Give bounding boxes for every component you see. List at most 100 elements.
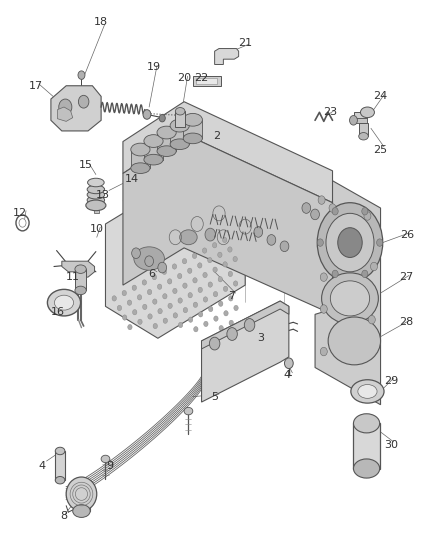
Ellipse shape: [360, 107, 374, 118]
Circle shape: [212, 243, 217, 248]
Circle shape: [371, 262, 378, 271]
Circle shape: [329, 204, 336, 212]
Text: 2: 2: [213, 131, 220, 141]
Circle shape: [188, 293, 192, 298]
Circle shape: [364, 212, 371, 220]
Ellipse shape: [321, 273, 378, 324]
Text: 17: 17: [28, 81, 42, 91]
Ellipse shape: [131, 143, 150, 156]
Circle shape: [193, 278, 197, 283]
Text: 23: 23: [323, 107, 337, 117]
Bar: [157, 133, 176, 151]
Circle shape: [152, 274, 156, 280]
Circle shape: [145, 256, 153, 266]
Circle shape: [219, 301, 223, 306]
Circle shape: [123, 315, 127, 320]
Ellipse shape: [326, 213, 374, 272]
Bar: [75, 269, 86, 290]
Polygon shape: [201, 301, 289, 349]
Ellipse shape: [358, 384, 377, 398]
Text: 14: 14: [125, 174, 139, 184]
Polygon shape: [123, 102, 332, 203]
Circle shape: [158, 262, 166, 273]
Text: 16: 16: [50, 306, 64, 317]
Circle shape: [218, 277, 223, 282]
Text: 21: 21: [238, 38, 252, 48]
Text: 4: 4: [39, 461, 46, 471]
Ellipse shape: [170, 139, 189, 150]
Polygon shape: [106, 171, 245, 338]
Circle shape: [198, 263, 202, 268]
Circle shape: [143, 304, 147, 310]
Polygon shape: [57, 107, 73, 122]
Circle shape: [204, 321, 208, 327]
Text: 12: 12: [13, 208, 28, 219]
Circle shape: [132, 248, 141, 259]
Ellipse shape: [134, 247, 164, 270]
Ellipse shape: [101, 455, 110, 463]
Text: 11: 11: [66, 272, 80, 282]
Circle shape: [213, 267, 217, 272]
Circle shape: [142, 280, 147, 285]
Ellipse shape: [144, 135, 163, 148]
Circle shape: [138, 295, 142, 300]
Circle shape: [209, 337, 220, 350]
Bar: [144, 141, 163, 160]
Circle shape: [183, 308, 187, 313]
Ellipse shape: [131, 163, 150, 173]
Ellipse shape: [184, 407, 193, 415]
Ellipse shape: [86, 200, 106, 211]
Text: 27: 27: [399, 272, 414, 282]
Polygon shape: [62, 261, 95, 280]
Ellipse shape: [87, 185, 105, 193]
Text: 10: 10: [90, 224, 104, 235]
Ellipse shape: [144, 155, 163, 165]
Circle shape: [148, 289, 152, 295]
Circle shape: [138, 319, 142, 325]
Circle shape: [157, 284, 162, 289]
Polygon shape: [315, 171, 381, 405]
Circle shape: [162, 294, 167, 299]
Text: 29: 29: [384, 376, 399, 386]
Bar: [354, 112, 367, 118]
Circle shape: [122, 290, 127, 296]
Circle shape: [117, 305, 122, 311]
Text: 26: 26: [400, 230, 414, 240]
Ellipse shape: [55, 447, 65, 455]
Text: 8: 8: [60, 511, 67, 521]
Circle shape: [167, 279, 172, 284]
Ellipse shape: [87, 190, 105, 199]
Circle shape: [223, 262, 227, 267]
Circle shape: [128, 325, 132, 330]
Ellipse shape: [317, 203, 383, 282]
Text: 24: 24: [374, 91, 388, 101]
Circle shape: [377, 239, 383, 246]
Circle shape: [192, 253, 197, 259]
Ellipse shape: [170, 119, 189, 132]
Circle shape: [311, 209, 319, 220]
Bar: [183, 120, 202, 139]
Circle shape: [143, 110, 151, 119]
Text: 3: 3: [257, 333, 264, 343]
Circle shape: [368, 316, 375, 324]
Ellipse shape: [359, 133, 368, 140]
Polygon shape: [123, 134, 332, 314]
Circle shape: [132, 285, 137, 290]
Text: 20: 20: [177, 73, 191, 83]
Circle shape: [153, 324, 157, 329]
Circle shape: [159, 115, 165, 122]
Text: 7: 7: [229, 290, 236, 301]
Circle shape: [320, 348, 327, 356]
Bar: [131, 150, 150, 168]
Bar: [353, 423, 380, 469]
Bar: [359, 123, 368, 136]
Text: 19: 19: [146, 62, 161, 72]
Circle shape: [218, 252, 222, 257]
Circle shape: [233, 256, 237, 262]
Circle shape: [188, 317, 193, 322]
Circle shape: [208, 282, 212, 287]
Ellipse shape: [55, 477, 65, 484]
Circle shape: [163, 318, 167, 324]
Circle shape: [198, 312, 203, 317]
Circle shape: [267, 235, 276, 245]
